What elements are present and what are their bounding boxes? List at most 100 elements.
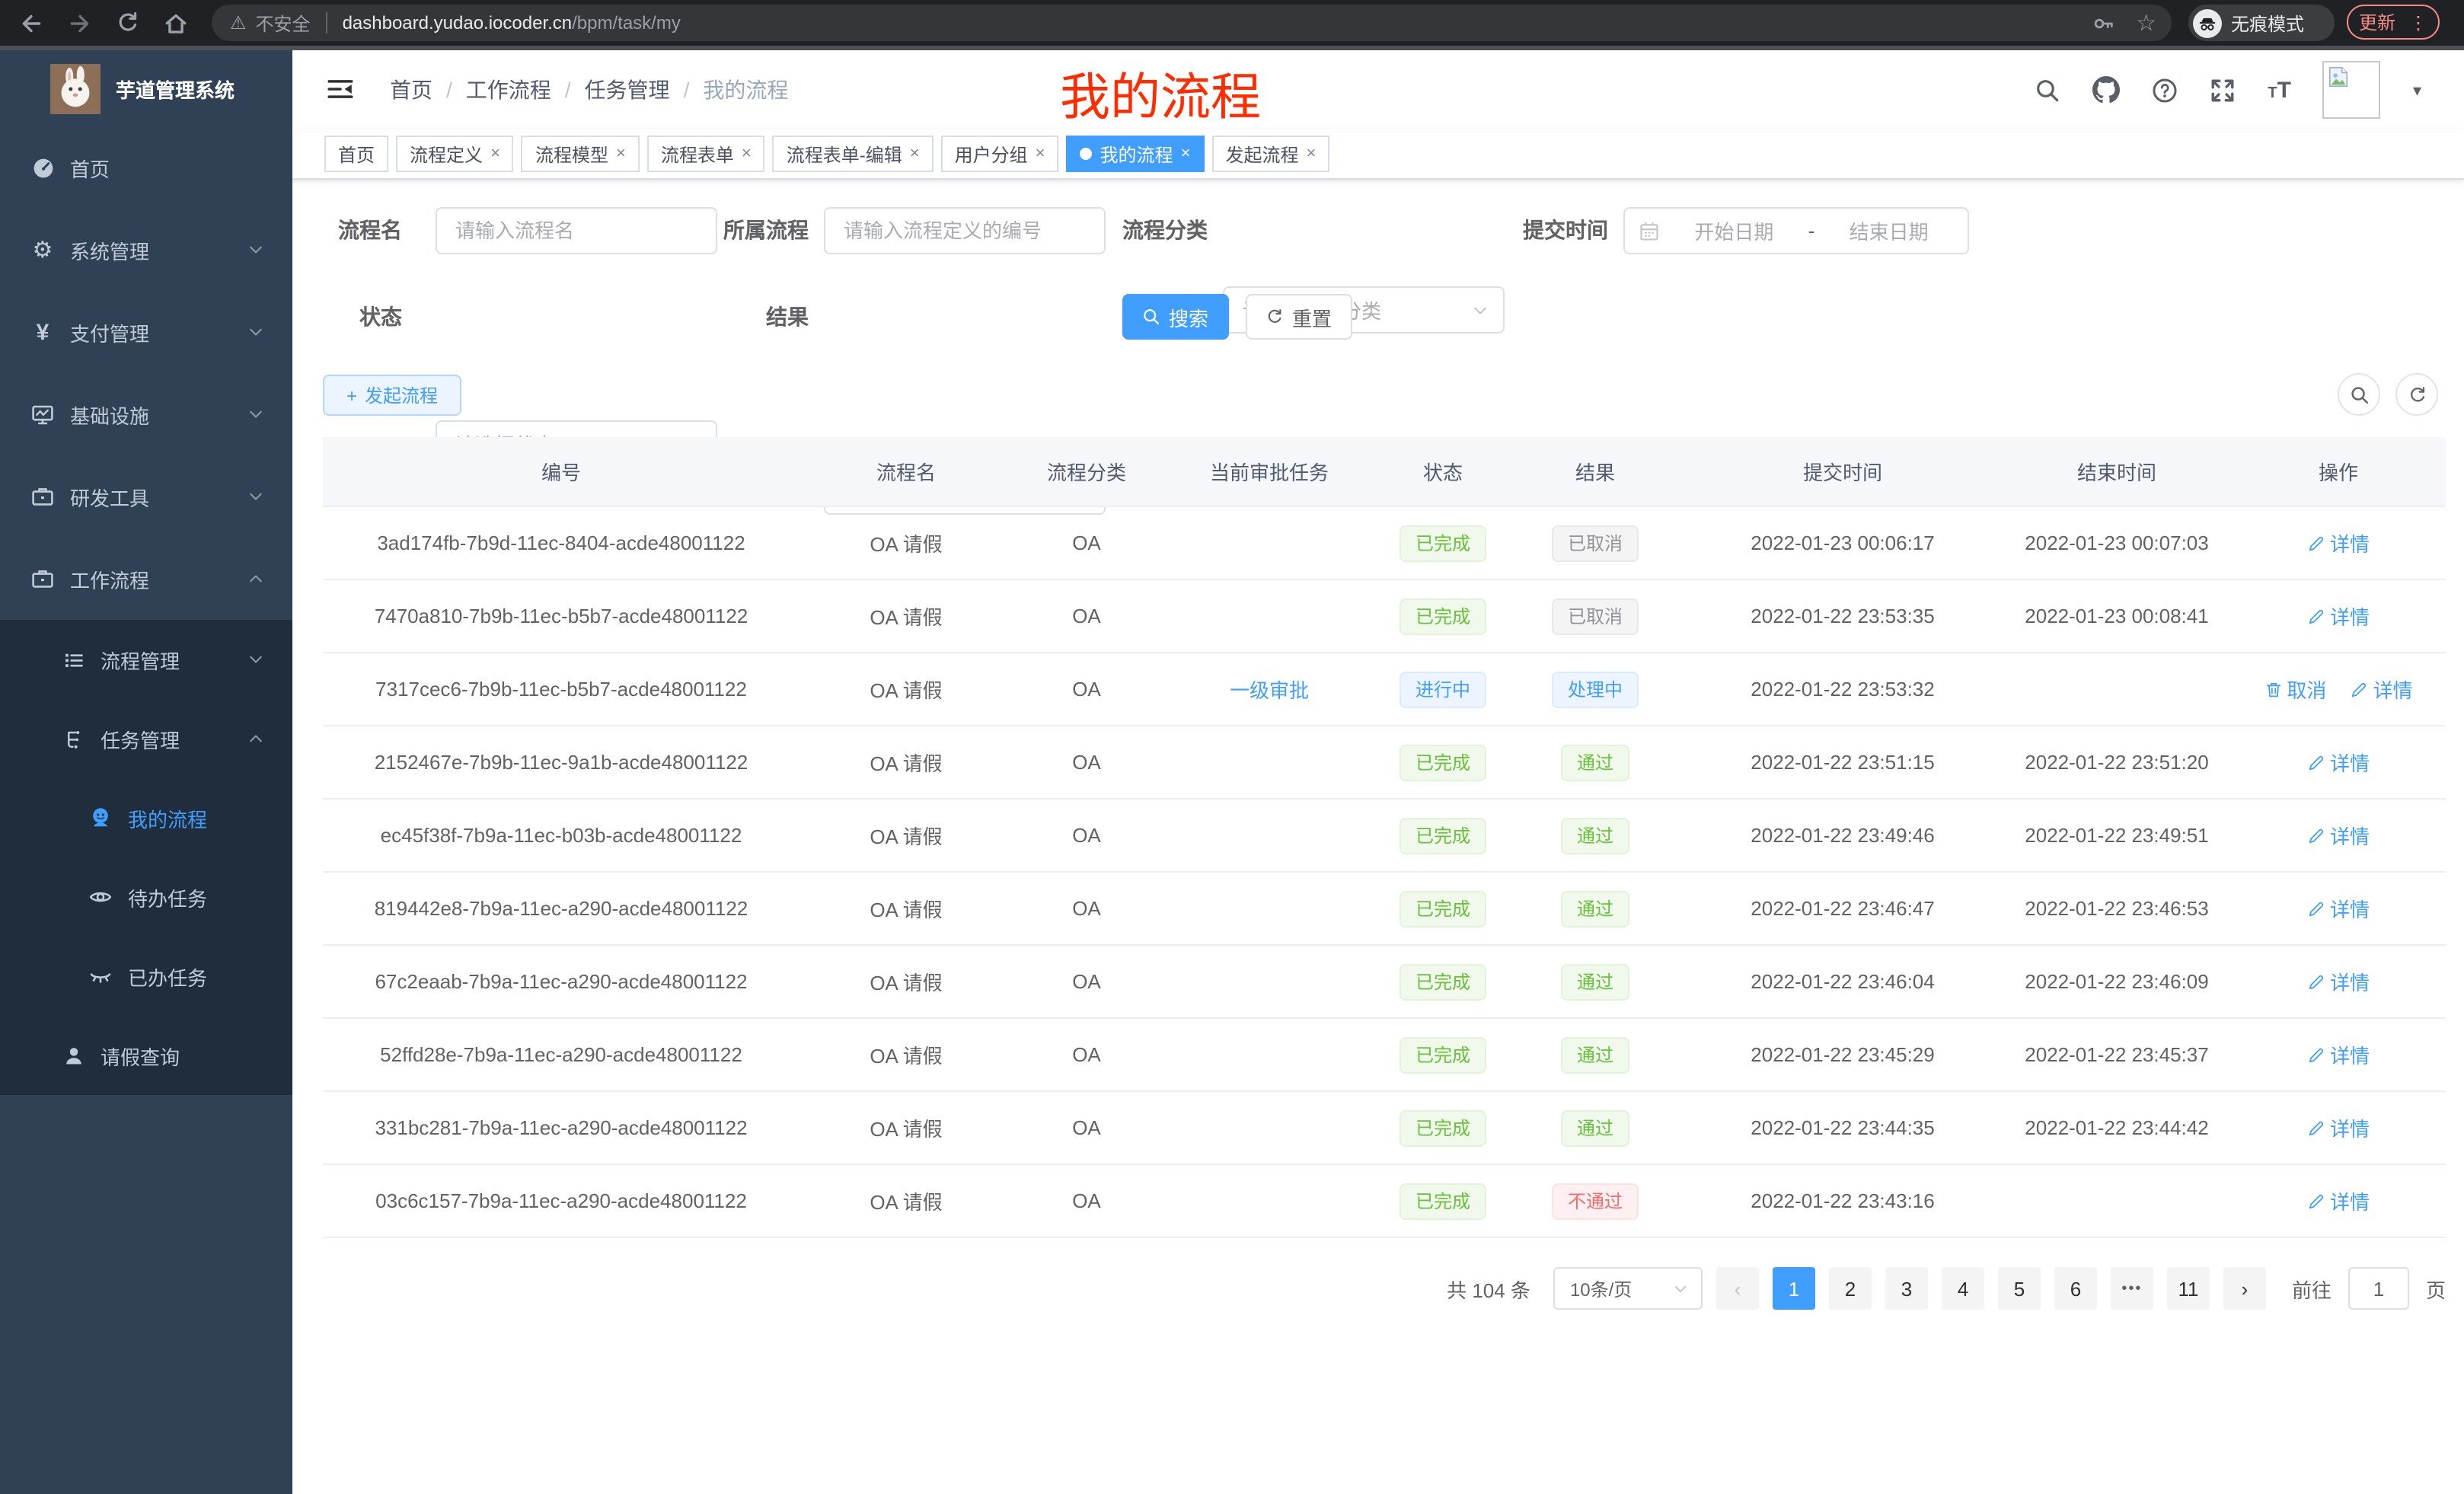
start-date-placeholder[interactable]: 开始日期: [1694, 221, 1774, 244]
forward-icon[interactable]: [67, 10, 93, 36]
end-date-placeholder[interactable]: 结束日期: [1849, 221, 1929, 244]
process-name-input[interactable]: [436, 207, 717, 254]
fullscreen-icon[interactable]: [2210, 77, 2236, 103]
start-process-button[interactable]: + 发起流程: [323, 375, 461, 416]
detail-link[interactable]: 详情: [2307, 528, 2370, 557]
page-size-select[interactable]: 10条/页: [1553, 1267, 1703, 1310]
sidebar-item-task-management[interactable]: 任务管理: [0, 699, 292, 778]
update-label[interactable]: 更新: [2359, 12, 2396, 34]
address-divider: [325, 12, 327, 34]
prev-page-button[interactable]: ‹: [1716, 1267, 1759, 1310]
sidebar-item-home[interactable]: 首页: [0, 126, 292, 209]
refresh-table-button[interactable]: [2395, 373, 2438, 416]
close-icon[interactable]: ×: [490, 145, 500, 163]
detail-link[interactable]: 详情: [2307, 1113, 2370, 1142]
sidebar-item-system[interactable]: ⚙ 系统管理: [0, 209, 292, 291]
cell-name: OA 请假: [800, 579, 1013, 653]
avatar-caret-icon[interactable]: ▾: [2412, 81, 2421, 100]
detail-link[interactable]: 详情: [2307, 894, 2370, 923]
close-icon[interactable]: ×: [909, 145, 920, 163]
result-badge: 处理中: [1552, 671, 1638, 707]
sidebar-item-workflow[interactable]: 工作流程: [0, 538, 292, 620]
detail-link[interactable]: 详情: [2307, 821, 2370, 850]
cell-submit-time: 2022-01-22 23:45:29: [1683, 1018, 2003, 1092]
pagination: 共 104 条 10条/页 ‹ 1 2 3 4 5 6 ••• 11 › 前往 …: [323, 1267, 2446, 1310]
page-button-11[interactable]: 11: [2166, 1267, 2210, 1310]
breadcrumb-task-management[interactable]: 任务管理: [584, 78, 670, 102]
owner-process-field[interactable]: [824, 207, 1106, 254]
cell-submit-time: 2022-01-22 23:49:46: [1683, 799, 2003, 873]
close-icon[interactable]: ×: [741, 145, 752, 163]
cancel-link[interactable]: 取消: [2264, 675, 2326, 704]
security-label[interactable]: 不安全: [255, 13, 311, 34]
sidebar-item-leave-query[interactable]: 请假查询: [0, 1016, 292, 1095]
sidebar-fold-icon[interactable]: [326, 76, 355, 102]
current-task-link[interactable]: 一级审批: [1229, 679, 1309, 702]
page-button-5[interactable]: 5: [1997, 1267, 2041, 1310]
breadcrumb-separator: /: [446, 78, 452, 102]
tab-start-process[interactable]: 发起流程 ×: [1211, 136, 1330, 172]
font-size-icon[interactable]: TT: [2268, 77, 2291, 103]
page-button-2[interactable]: 2: [1828, 1267, 1872, 1310]
tab-my-processes[interactable]: 我的流程 ×: [1066, 136, 1205, 172]
tab-user-group[interactable]: 用户分组 ×: [940, 136, 1059, 172]
detail-link[interactable]: 详情: [2307, 748, 2370, 777]
browser-menu-icon[interactable]: ⋮: [2409, 11, 2427, 33]
password-key-icon[interactable]: [2092, 11, 2115, 34]
breadcrumb-workflow[interactable]: 工作流程: [465, 78, 551, 102]
close-icon[interactable]: ×: [615, 145, 626, 163]
page-button-6[interactable]: 6: [2054, 1267, 2097, 1310]
close-icon[interactable]: ×: [1306, 145, 1317, 163]
address-bar[interactable]: ⚠ 不安全 dashboard.yudao.iocoder.cn/bpm/tas…: [212, 5, 2172, 41]
cell-task: [1160, 1164, 1378, 1238]
sidebar-item-devtools[interactable]: 研发工具: [0, 455, 292, 538]
github-icon[interactable]: [2092, 76, 2120, 104]
close-icon[interactable]: ×: [1180, 145, 1191, 163]
next-page-button[interactable]: ›: [2223, 1267, 2266, 1310]
tab-process-definition[interactable]: 流程定义 ×: [396, 136, 514, 172]
incognito-icon: [2193, 8, 2222, 37]
sidebar-item-done-tasks[interactable]: 已办任务: [0, 937, 292, 1016]
sidebar-item-my-processes[interactable]: 我的流程: [0, 778, 292, 857]
avatar[interactable]: [2322, 61, 2381, 119]
page-button-4[interactable]: 4: [1941, 1267, 1984, 1310]
bookmark-star-icon[interactable]: ☆: [2136, 11, 2156, 37]
reload-icon[interactable]: [116, 11, 140, 35]
home-icon[interactable]: [163, 10, 189, 36]
submit-time-label: 提交时间: [1523, 218, 1608, 242]
result-badge: 通过: [1561, 1036, 1629, 1073]
tab-home[interactable]: 首页: [324, 136, 389, 172]
detail-link[interactable]: 详情: [2351, 675, 2413, 704]
sidebar-item-todo-tasks[interactable]: 待办任务: [0, 857, 292, 937]
help-icon[interactable]: [2152, 77, 2178, 103]
sidebar-item-infrastructure[interactable]: 基础设施: [0, 373, 292, 455]
owner-process-input[interactable]: [824, 207, 1106, 254]
sidebar-item-payment[interactable]: ¥ 支付管理: [0, 291, 292, 373]
tab-process-form[interactable]: 流程表单 ×: [646, 136, 765, 172]
reset-button[interactable]: 重置: [1246, 294, 1352, 340]
page-button-3[interactable]: 3: [1885, 1267, 1928, 1310]
search-icon[interactable]: [2035, 77, 2060, 103]
goto-page-input[interactable]: [2348, 1267, 2409, 1310]
breadcrumb-home[interactable]: 首页: [390, 78, 432, 102]
submit-time-range-picker[interactable]: 开始日期 - 结束日期: [1623, 207, 1969, 254]
chevron-up-icon: [247, 570, 265, 588]
detail-link[interactable]: 详情: [2307, 967, 2370, 996]
tab-process-model[interactable]: 流程模型 ×: [521, 136, 640, 172]
status-badge: 已完成: [1400, 1183, 1486, 1219]
more-pages-button[interactable]: •••: [2110, 1267, 2153, 1310]
tree-icon: [61, 727, 85, 750]
detail-link[interactable]: 详情: [2307, 602, 2370, 630]
tab-process-form-edit[interactable]: 流程表单-编辑 ×: [772, 136, 934, 172]
process-name-field[interactable]: [436, 207, 717, 254]
browser-update-button[interactable]: 更新 ⋮: [2347, 5, 2440, 40]
back-icon[interactable]: [18, 10, 44, 36]
sidebar-item-process-management[interactable]: 流程管理: [0, 620, 292, 699]
page-button-1[interactable]: 1: [1772, 1267, 1815, 1310]
close-icon[interactable]: ×: [1035, 145, 1045, 163]
toggle-search-button[interactable]: [2338, 373, 2380, 416]
search-button[interactable]: 搜索: [1122, 294, 1229, 340]
detail-link[interactable]: 详情: [2307, 1186, 2370, 1215]
detail-link[interactable]: 详情: [2307, 1040, 2370, 1069]
